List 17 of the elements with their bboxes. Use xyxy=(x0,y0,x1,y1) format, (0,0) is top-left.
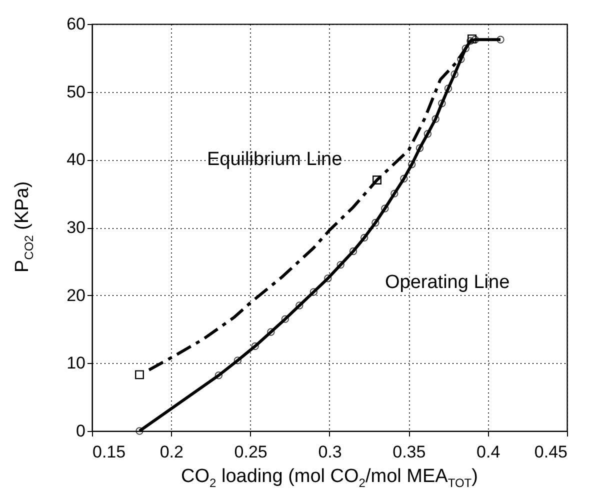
y-tick-label: 0 xyxy=(76,422,86,440)
x-tick-label: 0.2 xyxy=(160,442,184,462)
y-tick-label: 20 xyxy=(66,286,86,305)
y-tick-label: 40 xyxy=(66,150,86,170)
y-tick-label: 10 xyxy=(66,354,86,373)
series-label: Operating Line xyxy=(385,272,510,293)
series-label: Equilibrium Line xyxy=(207,149,342,170)
y-tick-label: 50 xyxy=(66,82,86,102)
x-tick-label: 0.35 xyxy=(392,442,426,462)
x-axis-title: CO$_{2}$ loading (mol CO$_{2}$/mol MEA$_{TOT}$) xyxy=(180,466,479,490)
x-tick-label: 0.45 xyxy=(534,442,568,462)
x-tick-label: 0.25 xyxy=(234,442,268,462)
x-tick-label: 0.15 xyxy=(92,442,126,462)
y-tick-label: 60 xyxy=(66,14,86,34)
x-tick-label: 0.4 xyxy=(476,442,500,462)
y-tick-label: 30 xyxy=(66,218,86,237)
x-tick-label: 0.3 xyxy=(318,442,342,462)
